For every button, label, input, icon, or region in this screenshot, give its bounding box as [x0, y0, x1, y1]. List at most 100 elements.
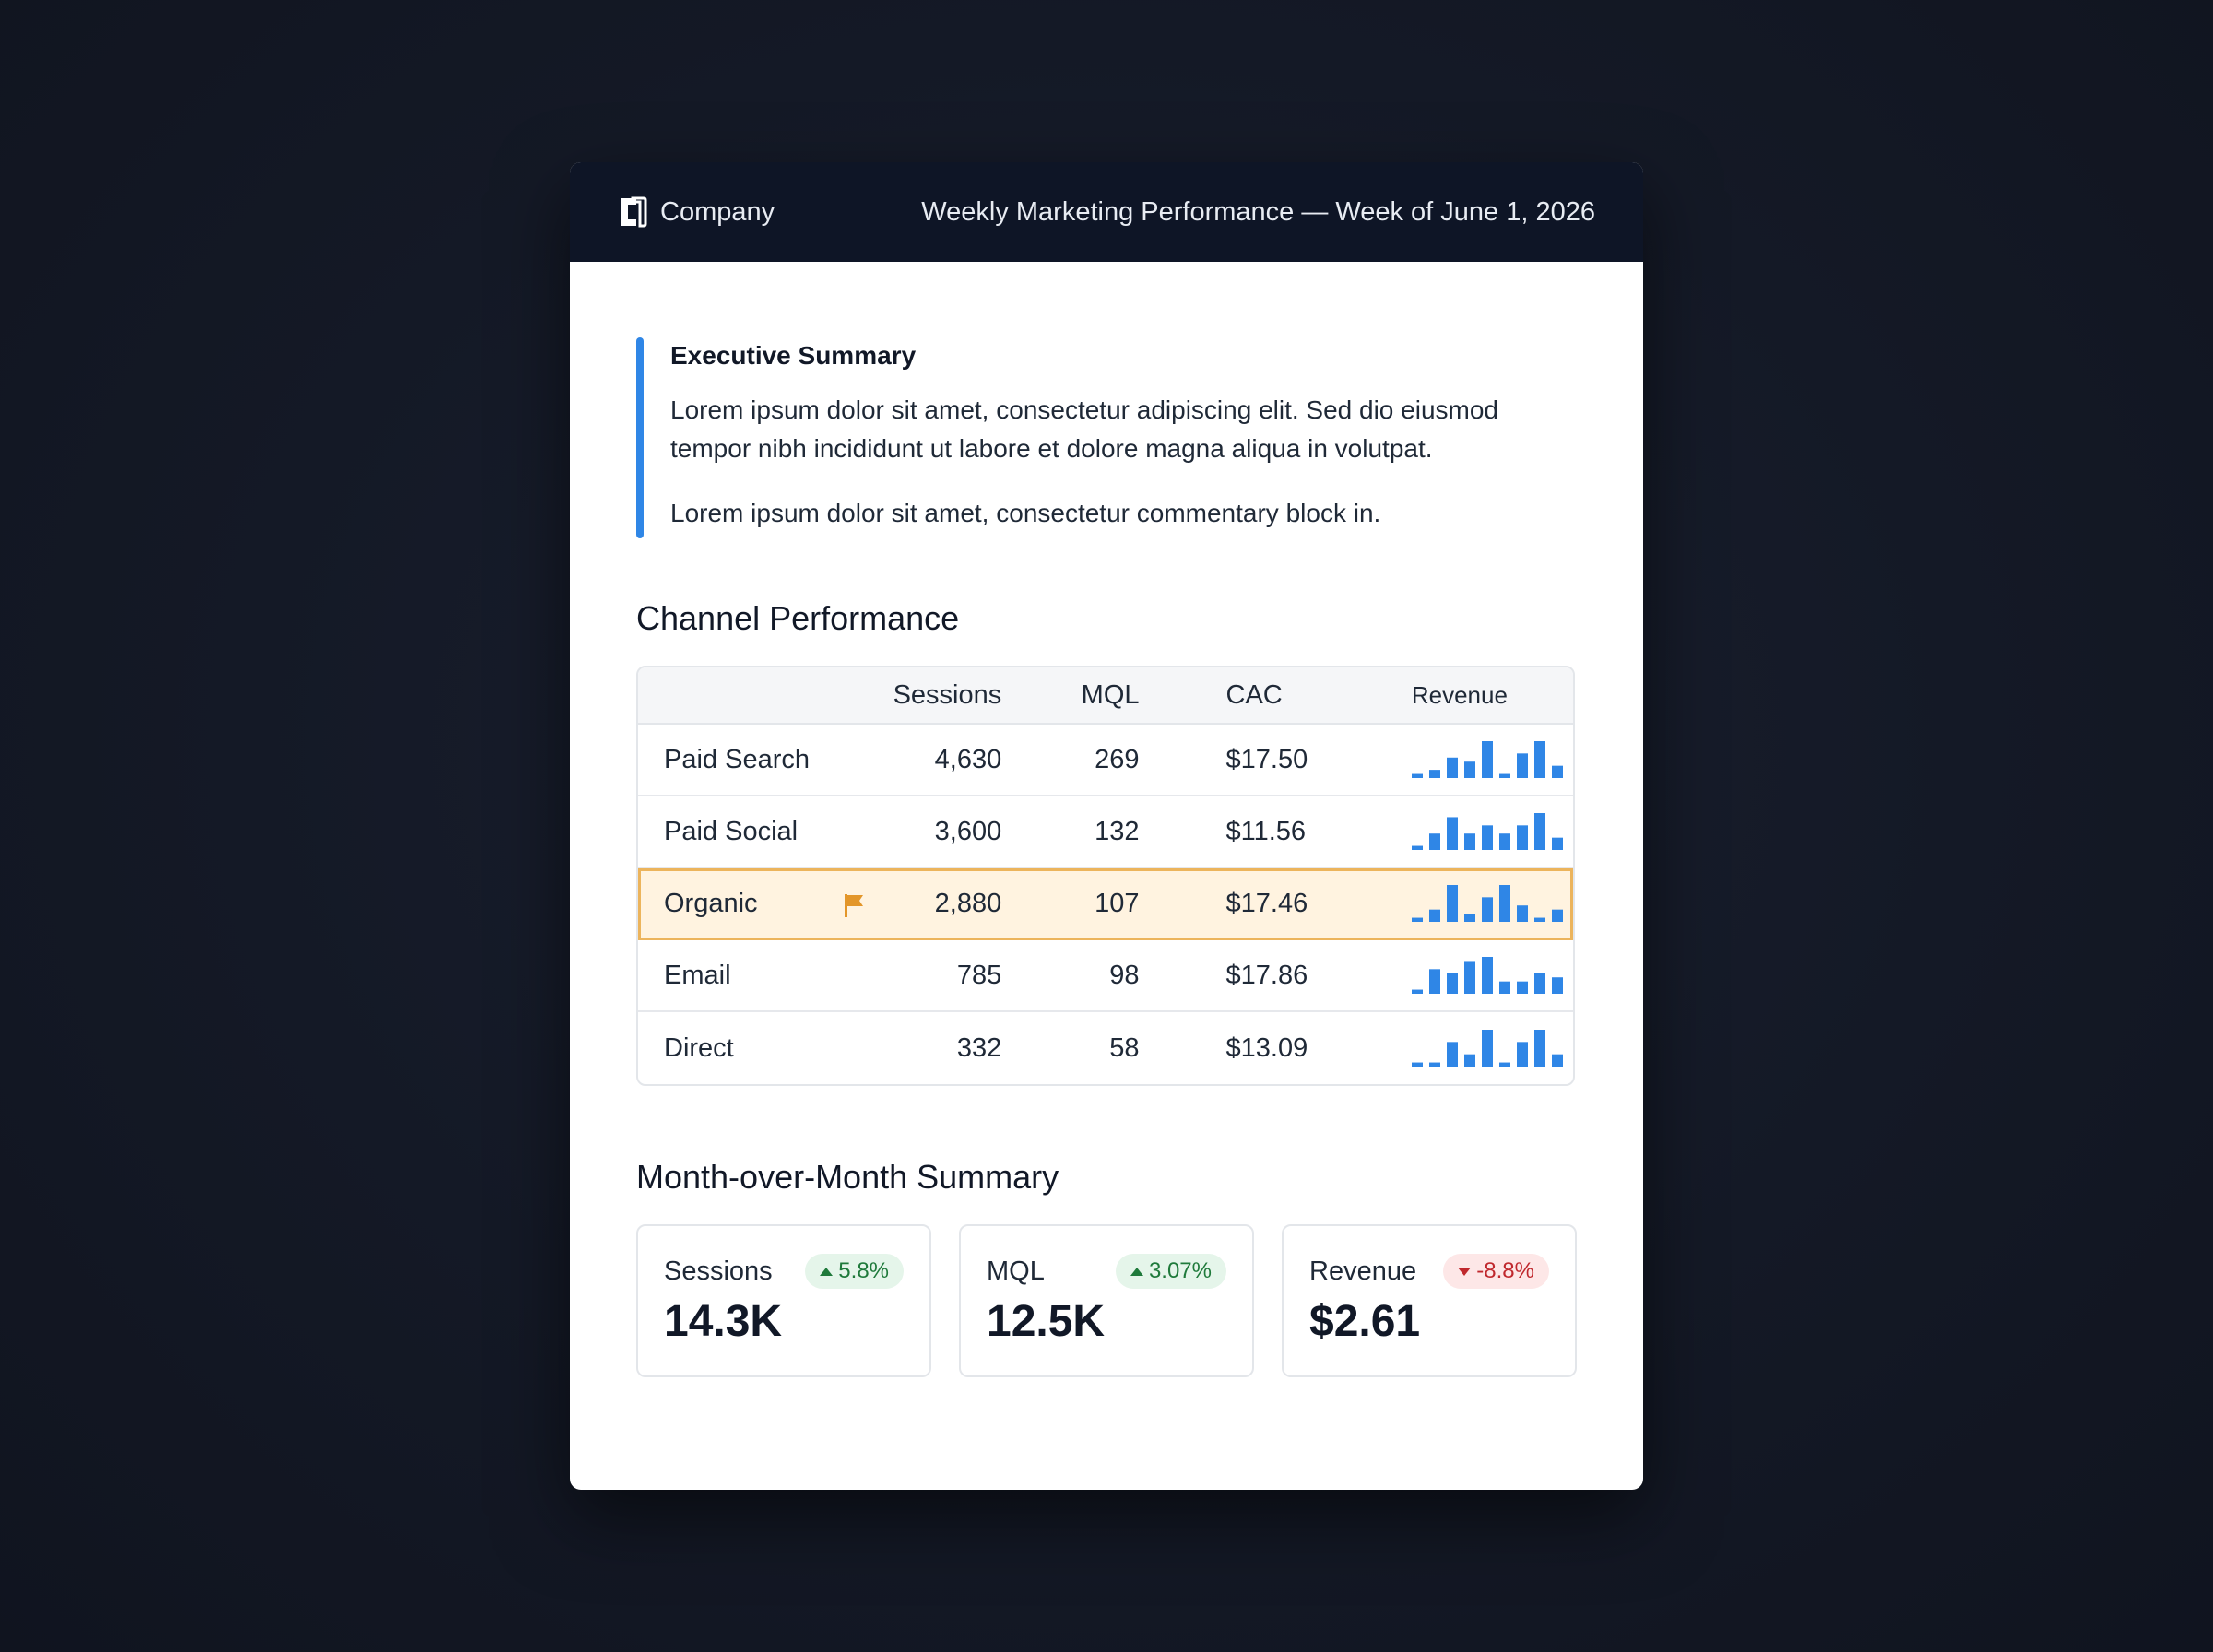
cac-cell: $17.50 [1225, 744, 1308, 774]
kpi-value: 12.5K [987, 1297, 1106, 1346]
sparkline-bar [1446, 885, 1458, 922]
kpi-card-sessions[interactable]: Sessions 5.8% 14.3K [636, 1224, 931, 1377]
sparkline-bar [1463, 833, 1475, 850]
revenue-sparkline [1411, 1030, 1563, 1067]
table-row[interactable]: Direct 332 58 $13.09 [638, 1012, 1573, 1084]
change-value: 5.8% [838, 1258, 889, 1283]
mql-cell: 58 [1109, 1032, 1140, 1063]
table-row[interactable]: Paid Social 3,600 132 $11.56 [638, 796, 1573, 868]
company-logo-icon [621, 196, 647, 228]
change-badge: -8.8% [1443, 1254, 1549, 1289]
revenue-sparkline [1411, 957, 1563, 994]
sparkline-bar [1516, 981, 1528, 994]
sparkline-bar [1463, 761, 1475, 778]
sparkline-bar [1446, 817, 1458, 850]
summary-accent-bar [636, 337, 644, 538]
revenue-sparkline-cell [1356, 739, 1573, 780]
sparkline-bar [1533, 1030, 1545, 1067]
cac-cell: $11.56 [1225, 816, 1307, 846]
sparkline-bar [1411, 773, 1423, 778]
sparkline-bar [1498, 833, 1510, 850]
sessions-cell: 3,600 [934, 816, 1002, 846]
sessions-cell: 2,880 [934, 888, 1002, 918]
column-header-cac[interactable]: CAC [1225, 679, 1283, 710]
kpi-card-mql[interactable]: MQL 3.07% 12.5K [959, 1224, 1254, 1377]
executive-summary: Executive Summary Lorem ipsum dolor sit … [636, 337, 1577, 538]
mql-cell: 269 [1095, 744, 1140, 774]
kpi-label: MQL [987, 1256, 1045, 1286]
sparkline-bar [1428, 770, 1440, 778]
sessions-cell: 4,630 [934, 744, 1002, 774]
channel-table: Sessions MQL CAC Revenue Paid Search 4,63… [636, 666, 1575, 1086]
channel-name: Email [664, 960, 731, 990]
sparkline-bar [1498, 1062, 1510, 1067]
sparkline-bar [1533, 741, 1545, 778]
brand[interactable]: Company [618, 196, 775, 228]
sparkline-bar [1551, 909, 1563, 922]
mql-cell: 98 [1109, 960, 1140, 990]
sparkline-bar [1428, 833, 1440, 850]
column-header-mql[interactable]: MQL [1081, 679, 1140, 710]
kpi-label: Sessions [664, 1256, 773, 1286]
change-badge: 5.8% [805, 1254, 904, 1289]
change-value: -8.8% [1476, 1258, 1534, 1283]
change-badge: 3.07% [1115, 1254, 1226, 1289]
sparkline-bar [1411, 845, 1423, 850]
sparkline-bar [1551, 1054, 1563, 1067]
sparkline-bar [1463, 1054, 1475, 1067]
cac-cell: $13.09 [1225, 1032, 1308, 1063]
kpi-card-revenue[interactable]: Revenue -8.8% $2.61 [1282, 1224, 1577, 1377]
change-value: 3.07% [1148, 1258, 1212, 1283]
sparkline-bar [1533, 813, 1545, 850]
report-header: Company Weekly Marketing Performance — W… [570, 162, 1643, 262]
sparkline-bar [1463, 961, 1475, 994]
column-header-sessions[interactable]: Sessions [893, 679, 1002, 710]
channel-performance-title: Channel Performance [636, 599, 960, 637]
sparkline-bar [1411, 917, 1423, 922]
sparkline-bar [1428, 969, 1440, 994]
revenue-sparkline [1411, 741, 1563, 778]
flag-icon[interactable] [843, 892, 865, 918]
summary-paragraph: Lorem ipsum dolor sit amet, consectetur … [670, 499, 1381, 527]
sparkline-bar [1551, 837, 1563, 850]
revenue-sparkline [1411, 885, 1563, 922]
report-title: Weekly Marketing Performance — Week of J… [921, 196, 1595, 227]
sparkline-bar [1463, 914, 1475, 922]
channel-name: Direct [664, 1032, 734, 1063]
sparkline-bar [1498, 885, 1510, 922]
channel-name: Paid Social [664, 816, 799, 846]
kpi-value: $2.61 [1309, 1297, 1421, 1346]
sparkline-bar [1446, 973, 1458, 994]
sparkline-bar [1551, 977, 1563, 994]
kpi-cards: Sessions 5.8% 14.3K MQL 3.07% 12.5K Revenue -8.… [636, 1224, 1577, 1377]
sparkline-bar [1481, 957, 1493, 994]
sparkline-bar [1516, 753, 1528, 778]
cac-cell: $17.46 [1225, 888, 1308, 918]
revenue-sparkline [1411, 813, 1563, 850]
sparkline-bar [1481, 1030, 1493, 1067]
report-card: Company Weekly Marketing Performance — W… [570, 162, 1643, 1490]
sparkline-bar [1411, 1062, 1423, 1067]
sparkline-bar [1551, 765, 1563, 778]
mom-summary-title: Month-over-Month Summary [636, 1158, 1059, 1196]
sparkline-bar [1411, 989, 1423, 994]
column-header-revenue[interactable]: Revenue [1411, 680, 1508, 709]
sparkline-bar [1516, 1042, 1528, 1067]
table-body: Paid Search 4,630 269 $17.50 Paid Social 3,60… [638, 725, 1573, 1084]
revenue-sparkline-cell [1356, 1028, 1573, 1068]
sparkline-bar [1516, 905, 1528, 922]
table-row[interactable]: Paid Search 4,630 269 $17.50 [638, 725, 1573, 796]
revenue-sparkline-cell [1356, 811, 1573, 852]
channel-name: Paid Search [664, 744, 810, 774]
arrow-up-icon [820, 1267, 834, 1276]
sessions-cell: 332 [956, 1032, 1002, 1063]
table-row[interactable]: Email 785 98 $17.86 [638, 940, 1573, 1012]
sparkline-bar [1481, 825, 1493, 850]
arrow-down-icon [1458, 1267, 1472, 1276]
summary-title: Executive Summary [670, 341, 917, 370]
revenue-sparkline-cell [1356, 883, 1573, 924]
table-row[interactable]: Organic 2,880 107 $17.46 [638, 868, 1573, 940]
sparkline-bar [1533, 973, 1545, 994]
summary-paragraph: Lorem ipsum dolor sit amet, consectetur … [670, 395, 1498, 463]
